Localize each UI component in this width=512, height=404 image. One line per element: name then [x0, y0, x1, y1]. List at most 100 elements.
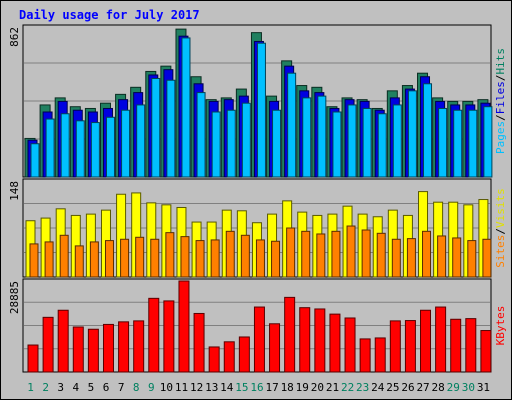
bar-kbytes-10	[163, 300, 175, 373]
bar-kbytes-13	[208, 346, 220, 373]
bar-sites-26	[406, 238, 416, 278]
bar-sites-23	[361, 229, 371, 278]
bar-sites-5	[89, 241, 99, 278]
bar-kbytes-6	[102, 323, 114, 373]
bar-pages-14	[226, 109, 236, 178]
x-tick-label-4: 4	[73, 381, 80, 394]
bar-pages-15	[241, 102, 251, 178]
x-tick-label-7: 7	[118, 381, 125, 394]
bar-sites-7	[120, 238, 130, 278]
bar-sites-22	[346, 225, 356, 278]
bar-kbytes-12	[193, 312, 205, 373]
bar-kbytes-3	[57, 309, 69, 373]
x-tick-label-15: 15	[235, 381, 248, 394]
bar-pages-24	[377, 113, 387, 178]
axis-label-part: Hits	[494, 48, 507, 75]
bar-sites-24	[376, 232, 386, 278]
x-tick-label-5: 5	[88, 381, 95, 394]
bar-kbytes-30	[465, 318, 477, 373]
bar-pages-31	[483, 106, 493, 178]
bar-pages-29	[453, 109, 463, 178]
x-tick-label-8: 8	[133, 381, 140, 394]
bar-sites-31	[482, 238, 492, 278]
bar-kbytes-29	[450, 318, 462, 373]
bar-kbytes-11	[178, 280, 190, 373]
bar-sites-4	[74, 245, 84, 278]
bar-kbytes-8	[133, 320, 145, 373]
bar-pages-6	[105, 116, 115, 178]
bar-sites-18	[286, 227, 296, 278]
axis-label-part: Visits	[494, 188, 507, 228]
bar-pages-13	[211, 111, 221, 178]
x-tick-label-28: 28	[432, 381, 445, 394]
bar-kbytes-4	[72, 326, 84, 373]
bar-pages-17	[272, 109, 282, 178]
bar-pages-8	[136, 104, 146, 178]
bar-pages-2	[45, 118, 55, 178]
bar-pages-22	[347, 104, 357, 178]
x-tick-label-20: 20	[311, 381, 324, 394]
axis-label-part: /	[494, 228, 507, 235]
bar-kbytes-25	[389, 320, 401, 373]
bar-sites-21	[331, 230, 341, 278]
bar-sites-29	[452, 237, 462, 278]
axis-label-visits-sites: Sites/Visits	[494, 188, 507, 268]
axis-label-kbytes: KBytes	[494, 306, 507, 346]
y-max-label: 148	[8, 181, 21, 201]
axis-label-part: Pages	[494, 121, 507, 154]
x-tick-label-27: 27	[416, 381, 429, 394]
panel-visits-sites: 148 Sites/Visits	[8, 178, 507, 278]
bar-pages-11	[181, 37, 191, 178]
bar-pages-5	[90, 122, 100, 178]
bar-kbytes-9	[148, 297, 160, 373]
bar-sites-10	[165, 232, 175, 278]
bar-sites-3	[59, 234, 69, 278]
bar-pages-1	[30, 143, 40, 178]
y-max-label: 28885	[8, 281, 21, 314]
bar-kbytes-22	[344, 317, 356, 373]
bar-sites-1	[29, 243, 39, 278]
bar-sites-13	[210, 239, 220, 278]
bar-kbytes-2	[42, 316, 54, 373]
bar-pages-25	[392, 104, 402, 178]
axis-label-part: Files	[494, 81, 507, 114]
bar-kbytes-31	[480, 330, 492, 373]
x-tick-label-25: 25	[386, 381, 399, 394]
bar-sites-25	[391, 238, 401, 278]
x-tick-label-14: 14	[220, 381, 234, 394]
bar-sites-27	[422, 230, 432, 278]
bar-pages-4	[75, 120, 85, 178]
axis-label-part: KBytes	[494, 306, 507, 346]
x-tick-label-31: 31	[477, 381, 490, 394]
bar-pages-28	[438, 107, 448, 178]
bar-pages-23	[362, 107, 372, 178]
x-tick-label-16: 16	[250, 381, 263, 394]
bar-kbytes-1	[27, 344, 39, 373]
bar-kbytes-28	[435, 306, 447, 373]
bar-pages-18	[287, 72, 297, 178]
bar-sites-15	[240, 234, 250, 278]
x-tick-label-23: 23	[356, 381, 369, 394]
bar-sites-8	[135, 236, 145, 278]
bar-kbytes-7	[118, 321, 130, 373]
bar-sites-16	[255, 239, 265, 278]
bar-kbytes-16	[253, 306, 265, 373]
bar-pages-10	[166, 79, 176, 178]
bar-sites-6	[104, 240, 114, 278]
x-tick-label-17: 17	[265, 381, 278, 394]
bar-kbytes-27	[420, 309, 432, 373]
panel-kbytes: 28885 KBytes	[8, 278, 507, 373]
x-tick-label-21: 21	[326, 381, 339, 394]
bar-sites-19	[301, 230, 311, 278]
bar-sites-11	[180, 236, 190, 278]
bar-sites-28	[437, 235, 447, 278]
bar-kbytes-24	[374, 337, 386, 373]
bar-pages-26	[407, 90, 417, 178]
chart-title: Daily usage for July 2017	[19, 8, 200, 22]
x-tick-label-19: 19	[296, 381, 309, 394]
bar-pages-27	[423, 83, 433, 178]
x-tick-label-6: 6	[103, 381, 110, 394]
bar-pages-12	[196, 92, 206, 178]
